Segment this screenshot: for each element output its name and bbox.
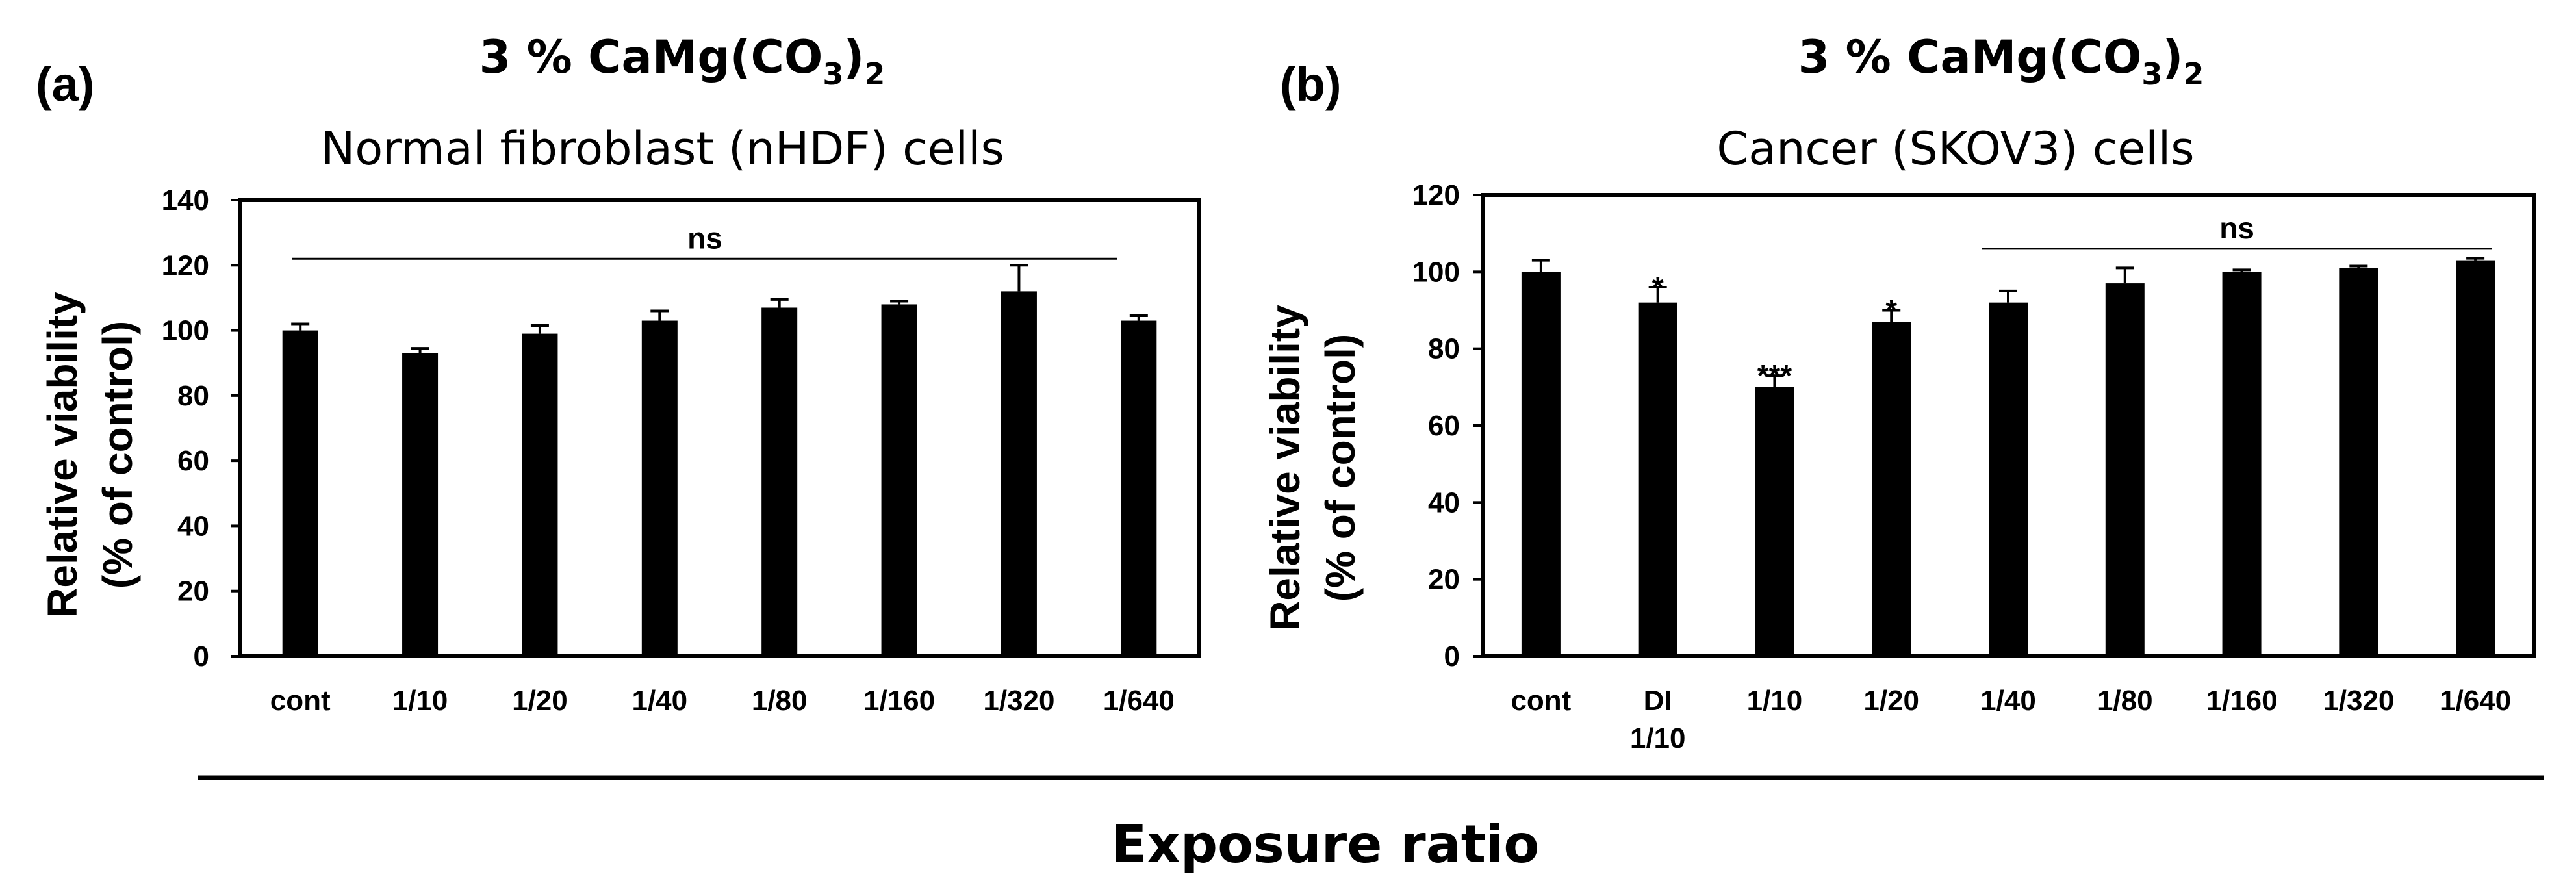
panel-a-ylabel-line1: Relative viability bbox=[39, 292, 86, 618]
panel-a-chart: 0 20 40 60 80 100 120 140 cont 1/10 1/20 1/40 1/80 1/… bbox=[162, 185, 1201, 717]
panel-b-bar bbox=[1638, 302, 1677, 657]
panel-a-ylabel-line2: (% of control) bbox=[94, 321, 141, 589]
panel-b-ytick-label: 80 bbox=[1428, 333, 1460, 365]
panel-a-ytick-label: 60 bbox=[177, 445, 209, 477]
panel-b-category-label: 1/40 bbox=[1980, 685, 2036, 717]
panel-b-bar bbox=[1989, 302, 2028, 657]
panel-a-bar bbox=[1121, 320, 1157, 656]
panel-b-ytick-label: 0 bbox=[1444, 641, 1460, 672]
panel-b-ns-label: ns bbox=[2219, 211, 2254, 245]
panel-a-bar bbox=[641, 320, 678, 656]
panel-b-ytick-label: 20 bbox=[1428, 564, 1460, 596]
panel-a-subtitle: Normal fibroblast (nHDF) cells bbox=[321, 122, 1004, 175]
panel-b-ytick-label: 40 bbox=[1428, 487, 1460, 518]
panel-b-ylabel-line1: Relative viability bbox=[1262, 305, 1308, 631]
panel-a-bar bbox=[522, 333, 558, 656]
panel-b-category-label: 1/10 bbox=[1747, 685, 1803, 717]
panel-a-category-label: 1/160 bbox=[863, 685, 935, 717]
panel-a-category-label: 1/80 bbox=[752, 685, 808, 717]
panel-b-bar bbox=[2222, 272, 2262, 656]
panel-a-bar bbox=[402, 353, 439, 656]
panel-b-significance-marker: * bbox=[1652, 270, 1664, 304]
x-axis-title: Exposure ratio bbox=[1112, 814, 1540, 875]
panel-a-ytick-label: 80 bbox=[177, 380, 209, 412]
panel-b-significance-marker: * bbox=[1885, 294, 1897, 327]
panel-a-ytick-label: 0 bbox=[194, 641, 209, 672]
panel-a-ns-label: ns bbox=[687, 221, 722, 255]
panel-a-ytick-label: 120 bbox=[162, 249, 209, 281]
panel-a-ytick-label: 20 bbox=[177, 576, 209, 607]
panel-a-category-label: 1/10 bbox=[392, 685, 448, 717]
panel-b-subtitle: Cancer (SKOV3) cells bbox=[1716, 122, 2194, 175]
panel-b-bar bbox=[1755, 387, 1794, 656]
panel-b-bar bbox=[1872, 322, 1911, 656]
panel-b-letter: (b) bbox=[1280, 57, 1342, 111]
panel-b-bar bbox=[2339, 268, 2378, 657]
panel-a-ylabel: Relative viability (% of control) bbox=[39, 292, 141, 618]
panel-b-ytick-label: 120 bbox=[1412, 179, 1460, 211]
panel-a-bar bbox=[1001, 291, 1037, 656]
panel-b-category-label: 1/20 bbox=[1863, 685, 1919, 717]
panel-a-ytick-label: 100 bbox=[162, 315, 209, 347]
panel-a-title: 3 % CaMg(CO3)2 bbox=[479, 31, 886, 92]
panel-b-chart: 0 20 40 60 80 100 120 cont DI 1/10 * 1/10 *** 1/20 * 1/… bbox=[1412, 179, 2536, 754]
panel-a-category-label: 1/320 bbox=[983, 685, 1054, 717]
panel-b-significance-marker: *** bbox=[1757, 359, 1792, 392]
panel-b-bar bbox=[2456, 260, 2495, 656]
panel-b-title: 3 % CaMg(CO3)2 bbox=[1798, 31, 2204, 92]
panel-a-letter: (a) bbox=[36, 57, 94, 111]
panel-b-category-label: DI bbox=[1644, 685, 1672, 717]
panel-a-category-label: 1/640 bbox=[1103, 685, 1175, 717]
panel-a-category-label: 1/20 bbox=[512, 685, 568, 717]
panel-b-bar bbox=[1521, 272, 1561, 656]
panel-b-category-label: 1/80 bbox=[2097, 685, 2153, 717]
panel-b-category-label: 1/10 bbox=[1630, 722, 1686, 754]
panel-a-bar bbox=[761, 307, 798, 656]
panel-a-category-label: 1/40 bbox=[631, 685, 687, 717]
panel-b-ytick-label: 60 bbox=[1428, 410, 1460, 442]
panel-b-ylabel: Relative viability (% of control) bbox=[1262, 305, 1364, 631]
panel-a-bar bbox=[282, 330, 318, 656]
panel-b-category-label: 1/320 bbox=[2323, 685, 2394, 717]
panel-a-plot-frame bbox=[238, 198, 1201, 658]
panel-b-bar bbox=[2105, 283, 2145, 656]
panel-b-category-label: cont bbox=[1511, 685, 1571, 717]
panel-a-category-label: cont bbox=[270, 685, 331, 717]
panel-b-category-label: 1/160 bbox=[2206, 685, 2278, 717]
panel-b-category-label: 1/640 bbox=[2440, 685, 2511, 717]
panel-a-ytick-label: 40 bbox=[177, 510, 209, 542]
panel-a-ytick-label: 140 bbox=[162, 185, 209, 216]
panel-a-bar bbox=[881, 304, 917, 656]
panel-b-ylabel-line2: (% of control) bbox=[1317, 334, 1364, 602]
panel-b-ytick-label: 100 bbox=[1412, 256, 1460, 288]
